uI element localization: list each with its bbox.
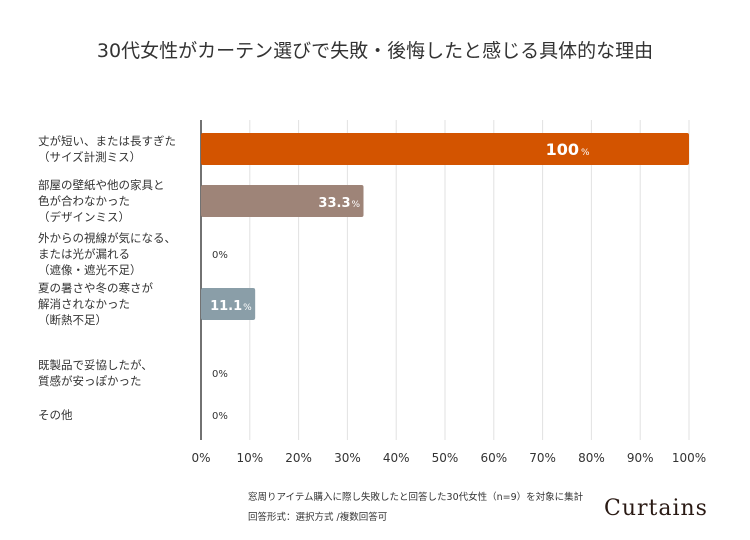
category-label-line: 既製品で妥協したが、: [38, 358, 153, 372]
category-label-line: 色が合わなかった: [38, 194, 130, 208]
category-label-line: 夏の暑さや冬の寒さが: [38, 281, 153, 295]
category-label-line: 解消されなかった: [38, 297, 130, 311]
footnote-format: 回答形式：選択方式 /複数回答可: [248, 512, 388, 523]
chart-title: 30代女性がカーテン選びで失敗・後悔したと感じる具体的な理由: [96, 40, 654, 62]
data-label: 0%: [212, 250, 228, 261]
curtains-logo: Curtains: [604, 496, 708, 521]
category-label-line: （遮像・遮光不足）: [38, 263, 142, 277]
category-label: 既製品で妥協したが、 質感が安っぽかった: [38, 357, 153, 389]
x-tick-label: 30%: [334, 451, 361, 465]
data-label-unit: %: [581, 148, 590, 158]
x-tick-label: 100%: [672, 451, 706, 465]
category-label-line: 外からの視線が気になる、: [38, 231, 176, 245]
x-tick-label: 90%: [627, 451, 654, 465]
category-label-line: （サイズ計測ミス）: [38, 150, 142, 164]
category-label-line: （デザインミス）: [38, 210, 130, 224]
x-tick-label: 70%: [529, 451, 556, 465]
x-tick-label: 0%: [191, 451, 210, 465]
x-tick-label: 10%: [236, 451, 263, 465]
bar: [201, 133, 689, 165]
data-label-unit: %: [352, 200, 361, 210]
category-label: 部屋の壁紙や他の家具と 色が合わなかった （デザインミス）: [38, 177, 165, 225]
x-tick-label: 50%: [432, 451, 459, 465]
category-label-line: 丈が短い、または長すぎた: [38, 134, 176, 148]
category-label-line: または光が漏れる: [38, 247, 130, 261]
bar-chart: 0% 10% 20% 30% 40% 50% 60% 70% 80% 90% 100%100 %33.…: [191, 120, 706, 465]
data-label: 0%: [212, 411, 228, 422]
category-label-line: 質感が安っぽかった: [38, 374, 142, 388]
data-label: 11.1: [210, 299, 242, 314]
footnote-sample: 窓周りアイテム購入に際し失敗したと回答した30代女性（n=9）を対象に集計: [248, 492, 584, 503]
category-label-line: 部屋の壁紙や他の家具と: [38, 178, 165, 192]
category-label: 外からの視線が気になる、 または光が漏れる （遮像・遮光不足）: [38, 230, 176, 278]
category-label-line: その他: [38, 408, 73, 422]
category-label: 夏の暑さや冬の寒さが 解消されなかった （断熱不足）: [38, 280, 153, 328]
x-tick-label: 20%: [285, 451, 312, 465]
category-label: 丈が短い、または長すぎた （サイズ計測ミス）: [38, 133, 176, 165]
category-label: その他: [38, 407, 73, 423]
data-label: 33.3: [318, 196, 350, 211]
x-tick-label: 80%: [578, 451, 605, 465]
category-label-line: （断熱不足）: [38, 313, 107, 327]
data-label: 0%: [212, 369, 228, 380]
x-tick-label: 60%: [480, 451, 507, 465]
data-label: 100: [546, 140, 579, 159]
bar: [201, 288, 256, 320]
x-tick-label: 40%: [383, 451, 410, 465]
data-label-unit: %: [243, 303, 252, 313]
bar: [201, 185, 364, 217]
